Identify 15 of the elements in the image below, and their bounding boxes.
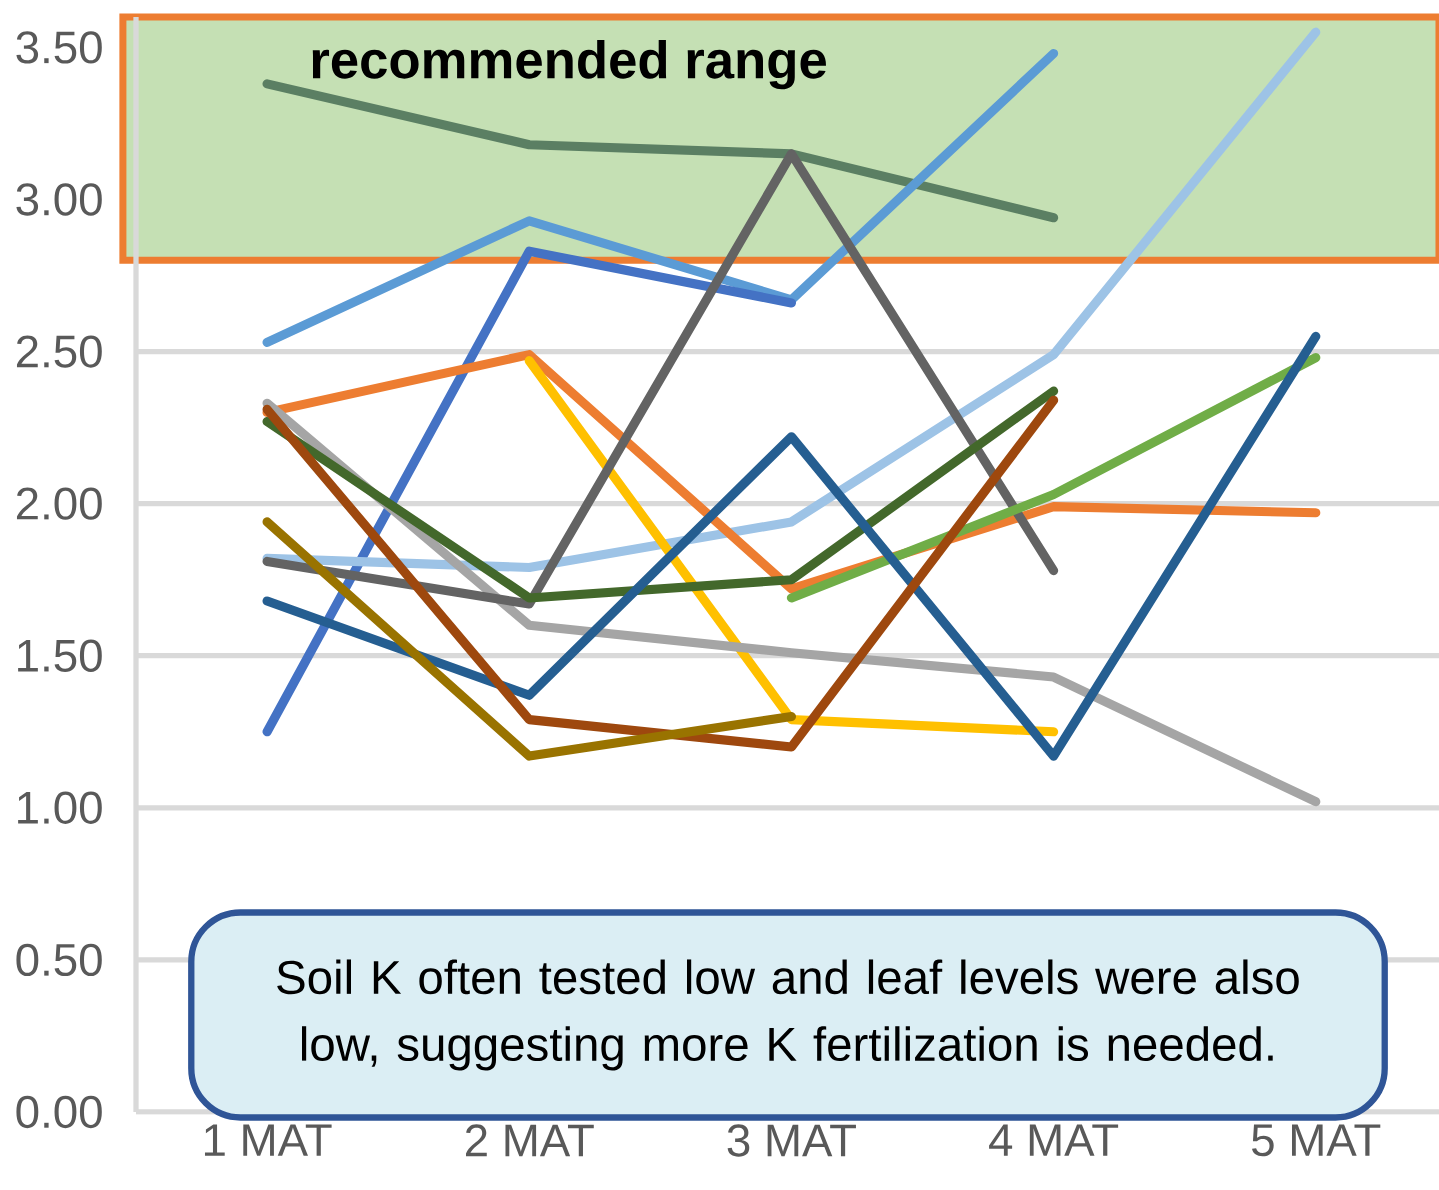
x-tick-label: 1 MAT [204,1124,332,1156]
x-tick-label: 5 MAT [1252,1124,1381,1157]
x-tick-label: 4 MAT [989,1124,1119,1156]
x-tick-label: 3 MAT [727,1124,856,1157]
annotation: Soil K often tested low and leaf levels were also low, suggesting more K fertilization is needed. [277,959,1299,1071]
y-tick-label: 1.00 [18,791,102,824]
y-tick-label: 3.50 [16,31,102,64]
y-tick-label: 0.00 [16,1095,102,1129]
y-tick-label: 1.50 [18,639,102,672]
x-tick-label: 2 MAT [466,1124,594,1157]
y-tick-label: 0.50 [16,943,102,977]
y-tick-label: 2.00 [16,487,102,520]
band-label: recommended range [312,39,826,90]
y-tick-label: 3.00 [16,183,102,216]
y-tick-label: 2.50 [16,335,102,368]
